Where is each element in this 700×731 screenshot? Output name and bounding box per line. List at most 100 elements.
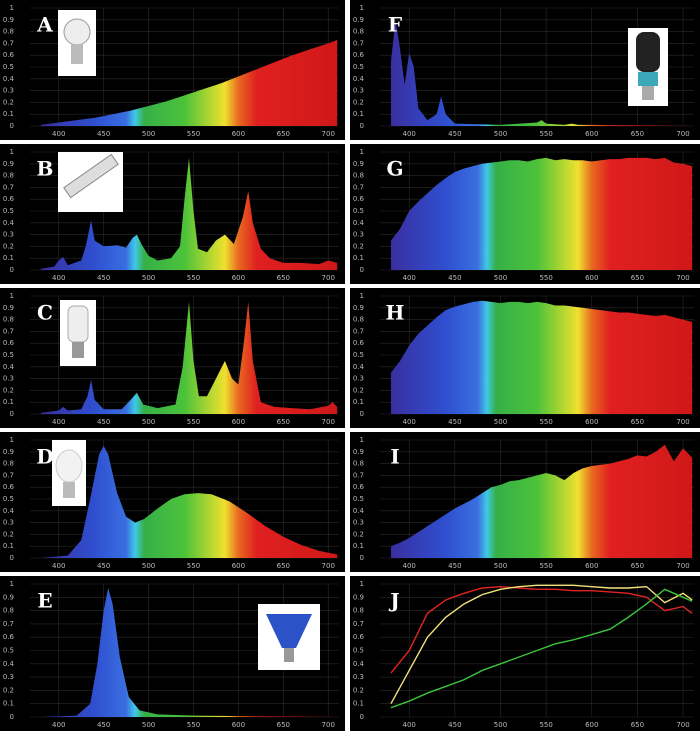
bulb-glass [63, 18, 91, 46]
panel-label: G [386, 157, 403, 181]
y-tick-label: 0.4 [3, 363, 15, 371]
spectrum-line [390, 584, 693, 705]
y-tick-label: 0.8 [353, 316, 364, 324]
y-tick-label: 0.3 [353, 519, 364, 527]
x-tick-label: 450 [448, 562, 461, 570]
y-tick-label: 0.4 [3, 507, 15, 515]
panel: 0 0.1 0.2 0.3 0.4 0.5 0.6 0.7 0.8 0.9 1 400 450 500 55… [0, 288, 345, 428]
y-tick-label: 0.6 [3, 483, 15, 491]
panel-label: D [36, 445, 53, 469]
x-tick-label: 500 [142, 418, 155, 426]
x-tick-label: 500 [494, 562, 507, 570]
x-tick-label: 700 [322, 274, 335, 282]
y-tick-label: 1 [10, 148, 14, 156]
y-tick-label: 0.8 [353, 172, 364, 180]
y-tick-label: 1 [360, 148, 364, 156]
spectrum-line [390, 585, 693, 674]
x-tick-label: 650 [277, 562, 290, 570]
panel-label: C [37, 301, 53, 325]
bulb-base [63, 482, 75, 498]
bulb-glass [55, 449, 83, 483]
panel: 0 0.1 0.2 0.3 0.4 0.5 0.6 0.7 0.8 0.9 1 400 450 500 55… [350, 432, 700, 572]
x-tick-label: 600 [585, 130, 598, 138]
spectrum-area [390, 157, 693, 270]
x-tick-label: 400 [403, 274, 416, 282]
x-tick-label: 450 [97, 418, 110, 426]
y-tick-label: 0 [10, 122, 14, 130]
y-tick-label: 0.1 [353, 700, 364, 708]
x-tick-label: 450 [97, 721, 110, 729]
panel: 0 0.1 0.2 0.3 0.4 0.5 0.6 0.7 0.8 0.9 1 400 450 500 55… [350, 288, 700, 428]
x-tick-label: 450 [448, 274, 461, 282]
panel: 0 0.1 0.2 0.3 0.4 0.5 0.6 0.7 0.8 0.9 1 400 450 500 55… [350, 576, 700, 731]
y-tick-label: 0.9 [353, 160, 364, 168]
x-tick-label: 600 [585, 562, 598, 570]
y-tick-label: 0.7 [353, 471, 364, 479]
y-tick-label: 0.5 [353, 647, 364, 655]
x-tick-label: 400 [403, 130, 416, 138]
panel: 0 0.1 0.2 0.3 0.4 0.5 0.6 0.7 0.8 0.9 1 400 450 500 55… [350, 144, 700, 284]
y-tick-label: 0.1 [353, 254, 364, 262]
x-tick-label: 450 [97, 562, 110, 570]
lamp-icons [52, 10, 668, 670]
incandescent-icon [58, 10, 96, 76]
y-tick-label: 0.6 [353, 195, 365, 203]
y-tick-label: 0.2 [353, 530, 364, 538]
y-tick-label: 0.3 [3, 673, 14, 681]
y-tick-label: 0.9 [3, 160, 14, 168]
spectrum-area [40, 39, 338, 126]
cfl-icon [60, 300, 96, 366]
spectrum-area [40, 587, 338, 717]
panel-bg [0, 288, 345, 428]
x-tick-label: 600 [585, 274, 598, 282]
bulb-base [642, 86, 654, 100]
y-tick-label: 0.3 [353, 87, 364, 95]
y-tick-label: 0.4 [353, 75, 365, 83]
x-tick-label: 700 [322, 562, 335, 570]
x-tick-label: 550 [539, 130, 552, 138]
y-tick-label: 0.2 [353, 98, 364, 106]
y-tick-label: 0.6 [3, 195, 15, 203]
ballast [638, 72, 658, 86]
y-tick-label: 0 [360, 410, 364, 418]
x-tick-label: 550 [187, 721, 200, 729]
x-tick-label: 400 [52, 721, 65, 729]
y-tick-label: 0.9 [3, 304, 14, 312]
x-tick-label: 400 [403, 418, 416, 426]
spectrum-area [40, 445, 338, 558]
y-tick-label: 0.4 [353, 219, 365, 227]
y-tick-label: 0.4 [3, 75, 15, 83]
x-tick-label: 650 [277, 418, 290, 426]
y-tick-label: 1 [360, 4, 364, 12]
y-tick-label: 0.2 [3, 530, 14, 538]
y-tick-label: 0.3 [3, 231, 14, 239]
y-tick-label: 0.4 [353, 363, 365, 371]
y-tick-label: 0.7 [3, 183, 14, 191]
panel-label: B [37, 157, 54, 181]
y-tick-label: 0.8 [3, 28, 14, 36]
bulb-base [71, 44, 83, 64]
y-tick-label: 0 [10, 410, 14, 418]
uv-cfl-icon [628, 28, 668, 106]
panel-label: I [390, 445, 399, 469]
x-tick-label: 450 [97, 130, 110, 138]
x-tick-label: 600 [232, 130, 245, 138]
x-tick-label: 400 [403, 562, 416, 570]
y-tick-label: 0.1 [353, 542, 364, 550]
y-tick-label: 0 [10, 554, 14, 562]
y-tick-label: 1 [10, 292, 14, 300]
x-tick-label: 650 [631, 418, 644, 426]
panel-label: H [386, 301, 405, 325]
x-tick-label: 600 [585, 418, 598, 426]
x-tick-label: 400 [403, 721, 416, 729]
x-tick-label: 450 [448, 418, 461, 426]
x-tick-label: 400 [52, 562, 65, 570]
bulb-base [72, 342, 84, 358]
x-tick-label: 650 [631, 130, 644, 138]
y-tick-label: 0.6 [3, 51, 15, 59]
x-tick-label: 600 [232, 562, 245, 570]
y-tick-label: 0.5 [3, 207, 14, 215]
y-tick-label: 0.7 [353, 327, 364, 335]
y-tick-label: 1 [360, 436, 364, 444]
